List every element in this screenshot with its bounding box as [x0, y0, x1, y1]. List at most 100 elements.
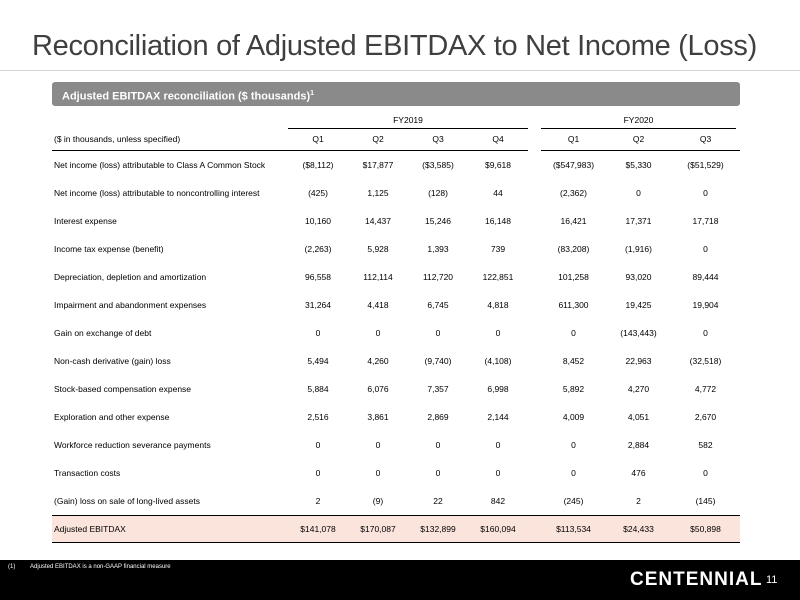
cell-2019-q3: 1,393	[427, 244, 449, 254]
column-gap	[528, 128, 541, 151]
cell-2020-q1: 611,300	[558, 300, 589, 310]
cell-2020-q2: 476	[631, 468, 646, 478]
cell-2020-q3: (32,518)	[689, 356, 722, 366]
title-divider	[0, 70, 800, 71]
table-row: Workforce reduction severance payments 0 0…	[52, 431, 740, 459]
cell-2019-q4: 2,144	[487, 412, 509, 422]
column-gap	[528, 207, 541, 235]
cell-2019-q2: 4,260	[367, 356, 389, 366]
row-label: Impairment and abandonment expenses	[54, 300, 207, 310]
cell-2019-q3: 0	[435, 440, 441, 450]
cell-2019-q4: 4,818	[487, 300, 509, 310]
row-label: Net income (loss) attributable to Class …	[54, 160, 266, 170]
cell-2020-q1: 0	[571, 440, 576, 450]
footnote-text: Adjusted EBITDAX is a non-GAAP financial…	[30, 564, 171, 570]
cell-2020-q3: ($51,529)	[687, 160, 724, 170]
row-label: Adjusted EBITDAX	[52, 515, 288, 543]
cell-2020-q3: (145)	[695, 496, 716, 506]
cell-2020-q2: 93,020	[625, 272, 652, 282]
cell-2019-q1: 0	[315, 328, 321, 338]
cell-2019-q1: 31,264	[305, 300, 331, 310]
cell-2020-q2: 2,884	[627, 440, 650, 450]
table-row: Exploration and other expense 2,516 3,861 2…	[52, 403, 740, 431]
cell-2020-q3: 0	[703, 244, 708, 254]
col-header-2019-q3: Q3	[408, 128, 468, 151]
table-row: Gain on exchange of debt 0 0 0 0 0 (143,443) 0	[52, 319, 740, 347]
cell-2019-q4: 0	[495, 328, 501, 338]
table-row: Non-cash derivative (gain) loss 5,494 4,26…	[52, 347, 740, 375]
table-row: Net income (loss) attributable to noncon…	[52, 179, 740, 207]
row-label: Workforce reduction severance payments	[54, 440, 211, 450]
banner-text: Adjusted EBITDAX reconciliation ($ thous…	[62, 90, 311, 103]
column-gap	[528, 375, 541, 403]
column-gap	[528, 263, 541, 291]
cell-2020-q3: 17,718	[692, 216, 719, 226]
row-label: (Gain) loss on sale of long-lived assets	[54, 496, 200, 506]
cell-2019-q2: 4,418	[367, 300, 389, 310]
cell-2019-q3: 112,720	[422, 272, 454, 282]
cell-2019-q3: (128)	[428, 188, 448, 198]
cell-2019-q4: 0	[495, 440, 501, 450]
cell-2019-q1: 5,884	[307, 384, 329, 394]
page-title: Reconciliation of Adjusted EBITDAX to Ne…	[32, 30, 757, 62]
cell-2020-q2: 4,270	[627, 384, 650, 394]
fy2019-header: FY2019	[393, 115, 423, 125]
cell-2019-q2: 112,114	[363, 272, 393, 282]
cell-2020-q2: 22,963	[625, 356, 652, 366]
footer-bar: (1) Adjusted EBITDAX is a non-GAAP financ…	[0, 560, 800, 600]
cell-2020-q1: (2,362)	[560, 188, 587, 198]
cell-2019-q2: 0	[375, 468, 381, 478]
cell-2019-q4: 0	[495, 468, 501, 478]
cell-2019-q4: 739	[490, 244, 506, 254]
table-row: Income tax expense (benefit) (2,263) 5,928…	[52, 235, 740, 263]
cell-2020-q3: 2,670	[694, 412, 717, 422]
table-row: Stock-based compensation expense 5,884 6,0…	[52, 375, 740, 403]
col-header-2019-q1: Q1	[288, 128, 348, 151]
cell-2019-q2: 3,861	[367, 412, 389, 422]
cell-2019-q3: 0	[435, 328, 441, 338]
cell-2019-q1: 10,160	[305, 216, 331, 226]
cell-2020-q2: (143,443)	[620, 328, 657, 338]
column-gap	[528, 515, 541, 543]
cell-2019-q3: 15,246	[425, 216, 451, 226]
cell-2019-q2: 1,125	[367, 188, 389, 198]
row-label: Depreciation, depletion and amortization	[54, 272, 207, 282]
cell-2020-q3: 582	[698, 440, 713, 450]
cell-2019-q2: 6,076	[367, 384, 389, 394]
total-row: Adjusted EBITDAX $141,078 $170,087 $132,899…	[52, 515, 740, 543]
cell-2020-q3: 0	[703, 188, 708, 198]
cell-2019-q2: (9)	[372, 496, 384, 506]
table-row: Impairment and abandonment expenses 31,26…	[52, 291, 740, 319]
cell-2019-q1: (425)	[308, 188, 328, 198]
section-banner: Adjusted EBITDAX reconciliation ($ thous…	[52, 82, 740, 106]
table-row: Depreciation, depletion and amortization…	[52, 263, 740, 291]
column-gap	[528, 235, 541, 263]
cell-2019-q1: (2,263)	[304, 244, 332, 254]
cell-2019-q2: 14,437	[365, 216, 391, 226]
cell-2020-q1: 4,009	[562, 412, 585, 422]
cell-2020-q2: (1,916)	[625, 244, 652, 254]
cell-2020-q2: 2	[636, 496, 641, 506]
cell-2019-q3: (9,740)	[424, 356, 452, 366]
cell-2019-q1: $141,078	[288, 515, 348, 543]
cell-2020-q3: 0	[703, 468, 708, 478]
cell-2019-q2: $17,877	[362, 160, 394, 170]
cell-2020-q1: 0	[571, 468, 576, 478]
cell-2019-q4: 16,148	[485, 216, 511, 226]
company-logo: CENTENNIAL	[630, 569, 763, 590]
column-gap	[528, 487, 541, 516]
cell-2019-q2: $170,087	[348, 515, 408, 543]
cell-2019-q4: 122,851	[482, 272, 514, 282]
column-gap	[528, 403, 541, 431]
cell-2019-q1: 5,494	[307, 356, 329, 366]
cell-2019-q1: 2	[315, 496, 321, 506]
cell-2020-q1: 101,258	[558, 272, 589, 282]
cell-2020-q1: (83,208)	[557, 244, 590, 254]
row-label: Exploration and other expense	[54, 412, 170, 422]
cell-2020-q2: 0	[636, 188, 641, 198]
column-gap	[528, 179, 541, 207]
table-row: Interest expense 10,160 14,437 15,246 16,148…	[52, 207, 740, 235]
cell-2020-q1: $113,534	[541, 515, 606, 543]
col-header-2020-q2: Q2	[606, 128, 671, 151]
row-label: Net income (loss) attributable to noncon…	[54, 188, 260, 198]
